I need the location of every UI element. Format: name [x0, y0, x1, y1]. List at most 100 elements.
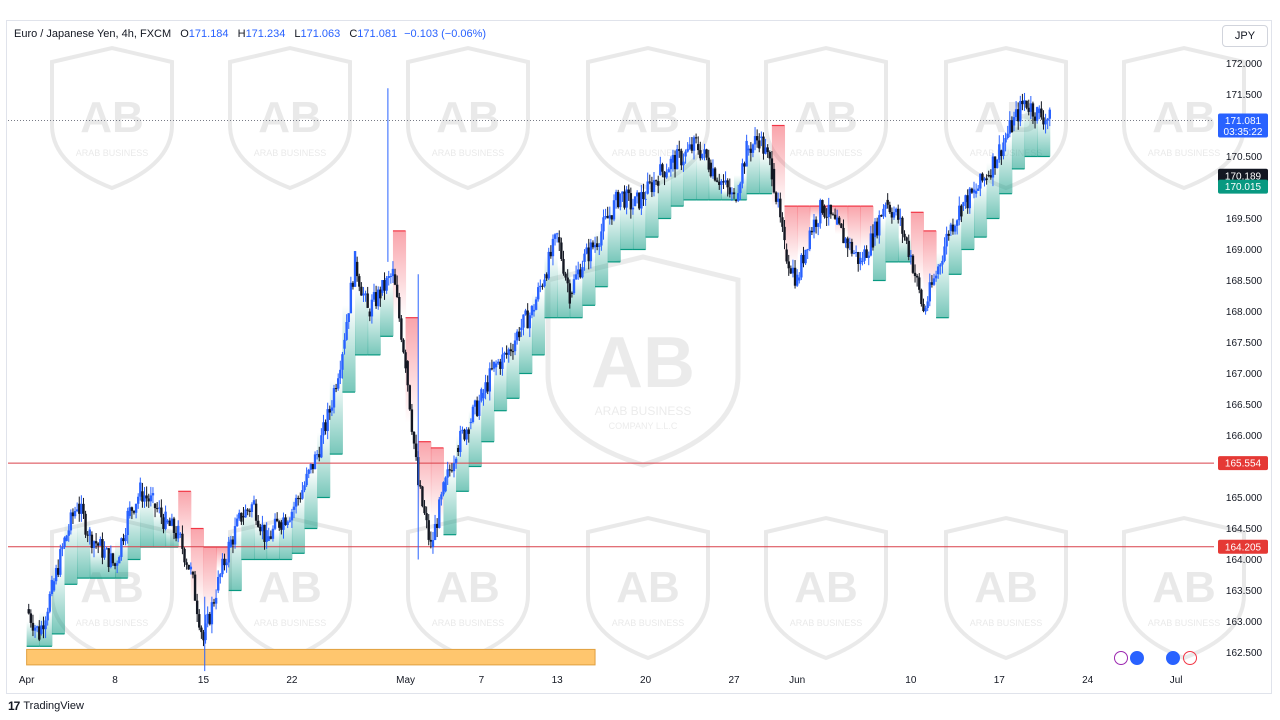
watermark-shield [228, 45, 352, 191]
economic-event-icon[interactable] [1166, 651, 1180, 665]
candle-body [454, 458, 458, 464]
candle-body [939, 264, 942, 267]
candle-body [303, 485, 306, 491]
candle-body [991, 156, 995, 178]
candle-body [214, 597, 218, 604]
candle-body [802, 254, 805, 264]
candle-body [269, 536, 273, 539]
candle-body [402, 339, 405, 353]
candle-body [469, 422, 473, 424]
supertrend-fill [582, 252, 596, 306]
supertrend-fill [632, 199, 647, 250]
candle-body [663, 171, 666, 178]
candle-body [928, 282, 931, 302]
candle-body [410, 409, 414, 432]
candle-body [265, 530, 268, 542]
candle-body [177, 525, 180, 539]
candle-body [859, 257, 862, 264]
candle-body [926, 301, 929, 308]
candle-body [101, 539, 104, 558]
currency-button[interactable]: JPY [1222, 25, 1268, 47]
candle-body [461, 429, 464, 431]
candle-body [608, 215, 611, 219]
candle-body [492, 361, 496, 369]
candle-body [484, 382, 487, 393]
candle-body [882, 208, 885, 217]
candle-body [113, 563, 117, 566]
candle-body [147, 498, 150, 502]
candle-body [817, 223, 820, 227]
supertrend-fill [127, 503, 141, 560]
watermark-letters: AB [436, 563, 500, 612]
watermark-shield [586, 515, 710, 661]
watermark-text: ARAB BUSINESS [254, 618, 327, 628]
watermark-logo-icon: AB ARAB BUSINESS [406, 515, 530, 661]
candle-body [606, 215, 609, 219]
watermark-center-subtext: COMPANY L.L.C [609, 421, 678, 431]
watermark-logo-icon: AB ARAB BUSINESS [586, 515, 710, 661]
candle-body [341, 354, 344, 370]
candle-body [703, 149, 706, 154]
calendar-event-icon[interactable] [1130, 651, 1144, 665]
candle-body [238, 512, 241, 519]
candle-body [423, 506, 426, 514]
candle-body [118, 557, 121, 564]
candle-body [406, 361, 409, 386]
candle-body [503, 352, 506, 355]
candle-body [789, 268, 793, 274]
candle-body [909, 255, 913, 258]
candle-body [922, 303, 925, 312]
candle-body [103, 549, 106, 558]
candle-body [623, 191, 626, 208]
time-axis[interactable]: Apr 8 15 22 May 7 13 20 27 Jun 10 17 24 Jul [19, 675, 1183, 686]
candle-body [526, 310, 529, 329]
candle-body [33, 627, 37, 631]
candle-body [172, 518, 176, 533]
candle-body [981, 173, 984, 181]
dividend-event-icon[interactable] [1183, 651, 1197, 665]
candle-body [337, 378, 340, 389]
candle-body [509, 349, 513, 352]
y-tick-label: 169.500 [1226, 214, 1263, 225]
watermark-text: ARAB BUSINESS [970, 618, 1043, 628]
candle-body [884, 204, 887, 209]
watermark-letters: AB [436, 93, 500, 142]
high-label: H [237, 28, 246, 40]
candle-body [1027, 107, 1030, 112]
candle-body [907, 240, 910, 258]
supertrend-fill [430, 447, 444, 520]
candle-body [915, 276, 919, 278]
candle-body [777, 198, 780, 202]
supertrend-fill [708, 172, 722, 200]
supertrend-price-badge-bg [1218, 168, 1268, 183]
supertrend-fill [847, 206, 861, 253]
x-tick-label: 17 [994, 675, 1006, 686]
candle-body [94, 541, 98, 544]
candle-body [673, 154, 677, 170]
candle-body [377, 289, 380, 307]
candle-body [217, 576, 220, 591]
candle-body [555, 233, 559, 235]
supertrend-fill [494, 361, 508, 411]
candle-body [838, 217, 841, 224]
y-tick-label: 167.000 [1226, 369, 1263, 380]
watermark-logo-icon: AB ARAB BUSINESS [228, 45, 352, 191]
lightning-icon[interactable] [1114, 651, 1128, 665]
x-tick-label: Jul [1170, 675, 1183, 686]
candle-body [551, 238, 555, 257]
supertrend-fill [696, 153, 710, 200]
watermark-text: ARAB BUSINESS [254, 148, 327, 158]
candle-body [600, 231, 603, 246]
candle-body [355, 261, 359, 277]
y-tick-label: 166.000 [1226, 431, 1263, 442]
supertrend-fill [797, 206, 811, 256]
candle-body [497, 361, 500, 364]
candle-body [739, 183, 742, 194]
candle-body [250, 504, 254, 512]
candle-body [804, 249, 807, 264]
candle-body [720, 180, 723, 186]
candle-body [631, 207, 635, 210]
candle-body [299, 498, 302, 500]
